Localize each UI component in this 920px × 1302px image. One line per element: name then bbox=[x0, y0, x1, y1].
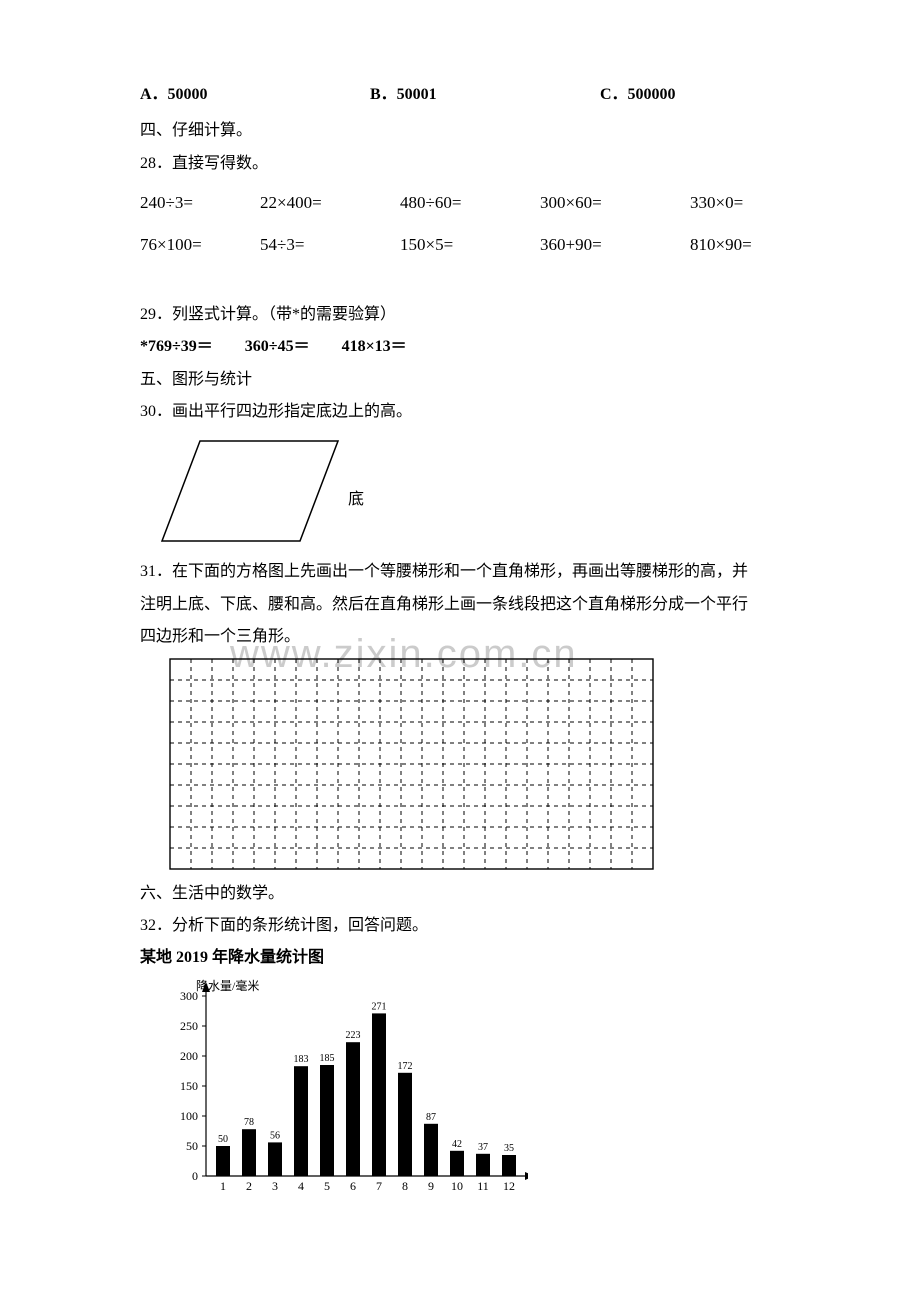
math-cell: 22×400= bbox=[260, 187, 400, 219]
svg-text:50: 50 bbox=[186, 1139, 198, 1153]
svg-text:5: 5 bbox=[324, 1179, 330, 1193]
mental-math-grid: 240÷3= 22×400= 480÷60= 300×60= 330×0= 76… bbox=[140, 187, 780, 262]
svg-text:150: 150 bbox=[180, 1079, 198, 1093]
q27-choices: A．50000 B．50001 C．500000 bbox=[140, 80, 780, 110]
svg-text:10: 10 bbox=[451, 1179, 463, 1193]
math-cell: 330×0= bbox=[690, 187, 800, 219]
base-label: 底 bbox=[348, 485, 364, 515]
parallelogram-svg bbox=[140, 433, 380, 553]
svg-text:172: 172 bbox=[398, 1060, 413, 1071]
q30-text: 30．画出平行四边形指定底边上的高。 bbox=[140, 397, 780, 427]
svg-text:223: 223 bbox=[346, 1030, 361, 1041]
svg-text:250: 250 bbox=[180, 1019, 198, 1033]
svg-text:200: 200 bbox=[180, 1049, 198, 1063]
q31-line1: 31．在下面的方格图上先画出一个等腰梯形和一个直角梯形，再画出等腰梯形的高，并 bbox=[140, 557, 780, 587]
choice-c: C．500000 bbox=[600, 80, 780, 110]
svg-text:78: 78 bbox=[244, 1117, 254, 1128]
svg-text:100: 100 bbox=[180, 1109, 198, 1123]
q31-line3: 四边形和一个三角形。 www.zixin.com.cn bbox=[140, 622, 780, 652]
svg-text:9: 9 bbox=[428, 1179, 434, 1193]
math-cell: 360+90= bbox=[540, 229, 690, 261]
math-cell: 810×90= bbox=[690, 229, 800, 261]
section-6-heading: 六、生活中的数学。 bbox=[140, 879, 780, 909]
svg-text:1: 1 bbox=[220, 1179, 226, 1193]
svg-text:56: 56 bbox=[270, 1130, 280, 1141]
math-cell: 300×60= bbox=[540, 187, 690, 219]
svg-text:3: 3 bbox=[272, 1179, 278, 1193]
svg-text:7: 7 bbox=[376, 1179, 382, 1193]
chart-title: 某地 2019 年降水量统计图 bbox=[140, 943, 780, 973]
svg-text:185: 185 bbox=[320, 1053, 335, 1064]
math-cell: 150×5= bbox=[400, 229, 540, 261]
q29-text: 29．列竖式计算。（带*的需要验算） bbox=[140, 300, 780, 330]
svg-text:42: 42 bbox=[452, 1138, 462, 1149]
spacer bbox=[140, 270, 780, 298]
svg-text:35: 35 bbox=[504, 1143, 514, 1154]
q29-expressions: *769÷39＝ 360÷45＝ 418×13＝ bbox=[140, 332, 780, 362]
svg-text:4: 4 bbox=[298, 1179, 304, 1193]
section-4-heading: 四、仔细计算。 bbox=[140, 116, 780, 146]
parallelogram-figure: 底 bbox=[140, 433, 380, 553]
svg-text:50: 50 bbox=[218, 1134, 228, 1145]
svg-text:2: 2 bbox=[246, 1179, 252, 1193]
dashed-grid-svg bbox=[168, 657, 658, 875]
svg-text:87: 87 bbox=[426, 1111, 436, 1122]
q31-line2: 注明上底、下底、腰和高。然后在直角梯形上画一条线段把这个直角梯形分成一个平行 bbox=[140, 590, 780, 620]
svg-text:12: 12 bbox=[503, 1179, 515, 1193]
svg-text:6: 6 bbox=[350, 1179, 356, 1193]
choice-b: B．50001 bbox=[370, 80, 600, 110]
q32-text: 32．分析下面的条形统计图，回答问题。 bbox=[140, 911, 780, 941]
svg-text:0: 0 bbox=[192, 1169, 198, 1183]
q28-text: 28．直接写得数。 bbox=[140, 149, 780, 179]
svg-text:183: 183 bbox=[294, 1054, 309, 1065]
section-5-heading: 五、图形与统计 bbox=[140, 365, 780, 395]
bar-chart-svg: 降水量/毫米0501001502002503005017825631834185… bbox=[148, 976, 528, 1196]
dashed-grid-figure bbox=[168, 657, 658, 877]
svg-text:11: 11 bbox=[477, 1179, 489, 1193]
svg-text:300: 300 bbox=[180, 989, 198, 1003]
bar-chart: 降水量/毫米0501001502002503005017825631834185… bbox=[148, 976, 528, 1196]
choice-a: A．50000 bbox=[140, 80, 370, 110]
svg-text:8: 8 bbox=[402, 1179, 408, 1193]
math-cell: 76×100= bbox=[140, 229, 260, 261]
svg-text:37: 37 bbox=[478, 1141, 488, 1152]
q31-line3-text: 四边形和一个三角形。 bbox=[140, 628, 300, 645]
math-cell: 54÷3= bbox=[260, 229, 400, 261]
math-cell: 240÷3= bbox=[140, 187, 260, 219]
math-cell: 480÷60= bbox=[400, 187, 540, 219]
svg-text:271: 271 bbox=[372, 1001, 387, 1012]
